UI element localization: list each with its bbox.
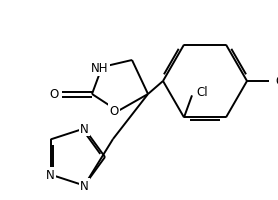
Text: N: N [80, 179, 89, 192]
Text: NH: NH [91, 62, 109, 75]
Text: N: N [80, 122, 89, 135]
Text: O: O [49, 88, 59, 101]
Text: Cl: Cl [196, 85, 208, 98]
Text: N: N [46, 168, 55, 181]
Text: Cl: Cl [275, 75, 278, 88]
Text: O: O [109, 105, 119, 118]
